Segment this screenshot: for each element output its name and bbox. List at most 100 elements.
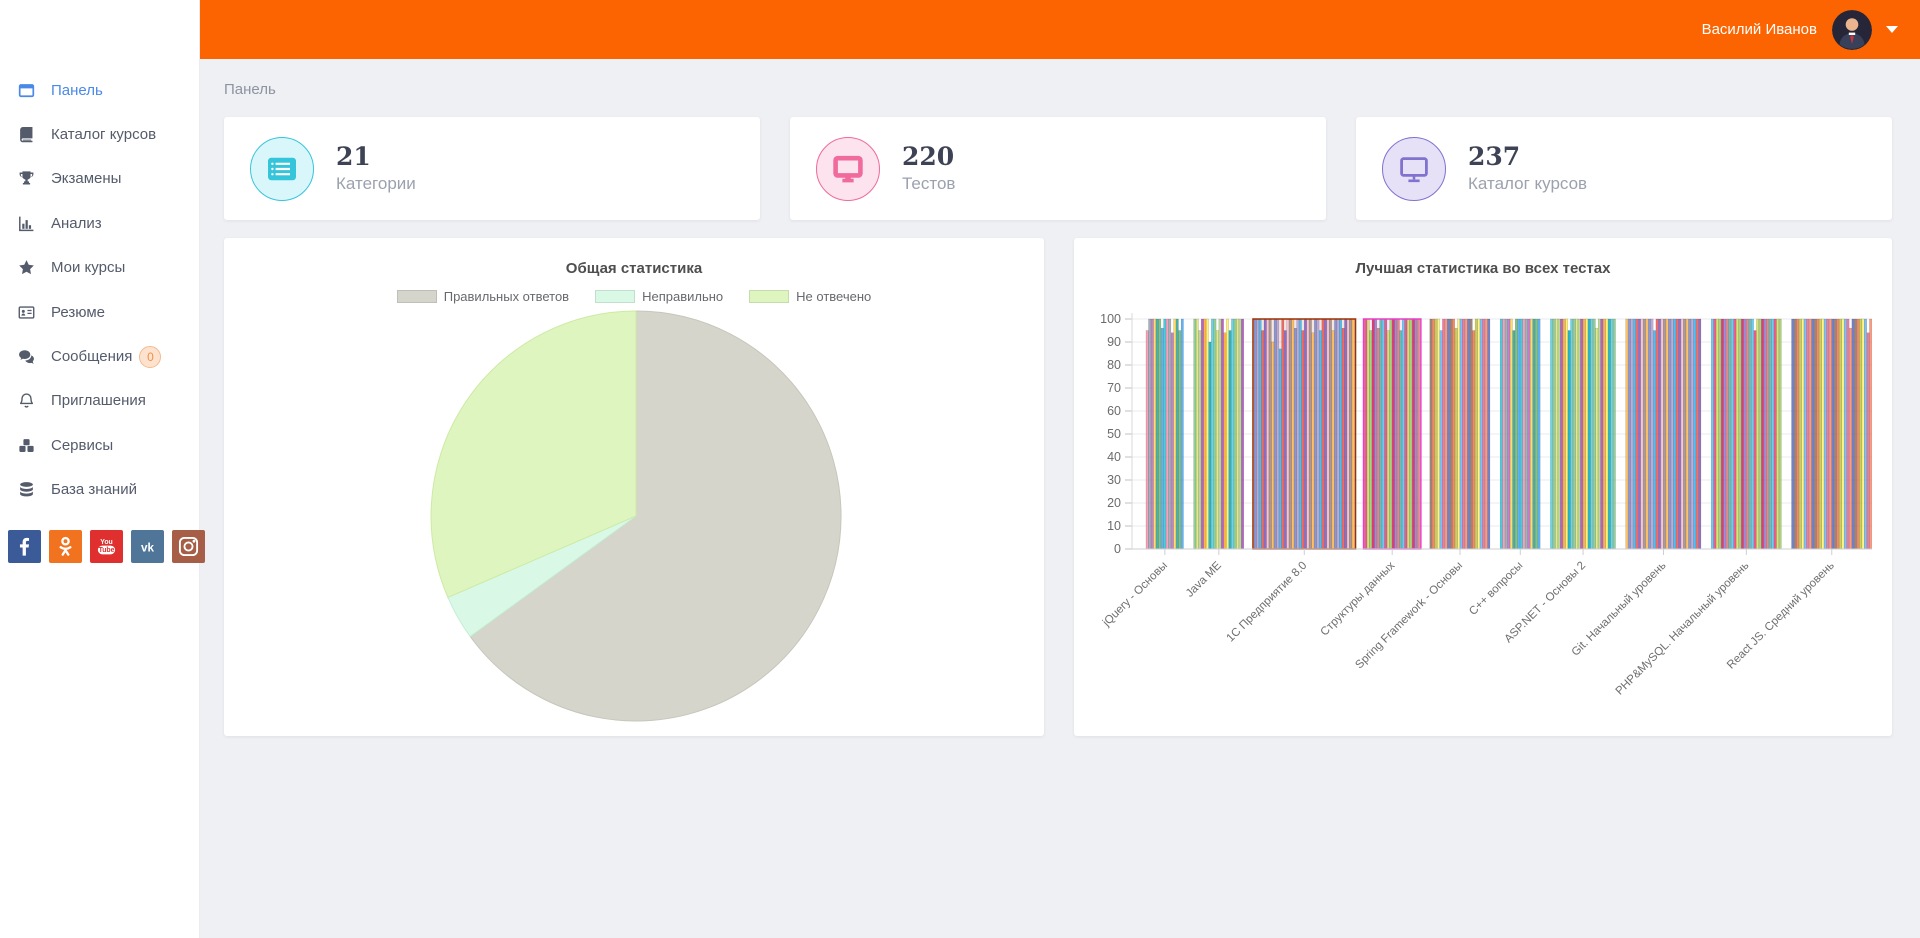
bar — [1299, 318, 1302, 550]
bar — [1364, 318, 1368, 550]
sidebar-item-invitations[interactable]: Приглашения — [0, 379, 199, 423]
bar — [1859, 318, 1862, 550]
sidebar-item-course-catalog[interactable]: Каталог курсов — [0, 112, 199, 156]
bar — [1678, 318, 1682, 550]
bar — [1374, 318, 1378, 550]
bar — [1587, 318, 1591, 550]
sidebar-item-messages[interactable]: Сообщения 0 — [0, 334, 199, 378]
bar — [1499, 318, 1503, 550]
sidebar-item-label: Приглашения — [51, 392, 146, 410]
bar — [1793, 318, 1797, 550]
bar — [1409, 318, 1413, 550]
sidebar-item-label: Панель — [51, 81, 103, 99]
bar — [1695, 318, 1699, 550]
bar — [1851, 318, 1855, 550]
bar — [1590, 318, 1594, 550]
bar — [1294, 328, 1297, 550]
bar — [1407, 318, 1410, 550]
bar — [1349, 318, 1352, 550]
sidebar-item-label: Мои курсы — [51, 259, 126, 277]
social-link-facebook[interactable] — [8, 530, 41, 563]
bar — [1645, 318, 1649, 550]
bar — [1311, 332, 1315, 550]
bar — [1452, 318, 1455, 550]
bar — [1170, 332, 1174, 550]
bar — [1331, 330, 1335, 550]
social-link-vk[interactable]: vk — [131, 530, 164, 563]
bar — [1196, 318, 1199, 550]
bar — [1477, 318, 1481, 550]
bar — [1716, 318, 1719, 550]
star-icon — [17, 259, 36, 276]
bar — [1736, 318, 1739, 550]
sidebar-item-services[interactable]: Сервисы — [0, 423, 199, 467]
bar — [1839, 318, 1842, 550]
bar — [1530, 318, 1533, 550]
user-avatar-image — [1832, 9, 1872, 50]
bar — [1291, 318, 1295, 550]
bar — [1442, 318, 1445, 550]
chevron-down-icon[interactable] — [1886, 26, 1898, 33]
sidebar-item-knowledge-base[interactable]: База знаний — [0, 468, 199, 512]
stat-info: 220 Тестов — [902, 142, 955, 194]
sidebar-item-exams[interactable]: Экзамены — [0, 157, 199, 201]
social-link-instagram[interactable] — [172, 530, 205, 563]
bar — [1389, 318, 1393, 550]
bar — [1577, 318, 1581, 550]
user-menu[interactable]: Василий Иванов — [1702, 9, 1898, 50]
bar — [1462, 318, 1465, 550]
sidebar-item-resume[interactable]: Резюме — [0, 290, 199, 334]
sidebar-item-label: Резюме — [51, 303, 105, 321]
bar — [1693, 318, 1697, 550]
social-link-youtube[interactable]: You Tube — [90, 530, 123, 563]
bar — [1565, 318, 1568, 550]
charts-row: Общая статистика Правильных ответов Непра… — [224, 238, 1892, 736]
stat-icon-circle — [250, 136, 314, 201]
bar — [1216, 330, 1219, 550]
bar — [1710, 318, 1714, 550]
sidebar: Панель Каталог курсов Экзамены Анализ Мои ку… — [0, 0, 205, 938]
bar — [1630, 318, 1634, 550]
bar — [1560, 318, 1563, 550]
bar — [1326, 318, 1330, 550]
social-link-odnoklassniki[interactable] — [49, 530, 82, 563]
sidebar-item-analysis[interactable]: Анализ — [0, 201, 199, 245]
bar — [1233, 318, 1237, 550]
bar — [1236, 318, 1239, 550]
bar — [1218, 318, 1222, 550]
stat-label: Категории — [336, 173, 416, 193]
bar — [1211, 318, 1214, 550]
y-tick-label: 20 — [1107, 496, 1121, 510]
bar — [1178, 330, 1182, 550]
bar — [1816, 318, 1820, 550]
bar — [1203, 318, 1207, 550]
bar — [1309, 318, 1312, 550]
sidebar-item-my-courses[interactable]: Мои курсы — [0, 246, 199, 290]
social-links: You Tube vk — [8, 530, 205, 563]
bar — [1283, 330, 1287, 550]
bar — [1517, 318, 1521, 550]
bar — [1713, 318, 1717, 550]
user-avatar[interactable] — [1832, 9, 1872, 50]
bar — [1753, 330, 1757, 550]
stat-card-course-catalog: 237 Каталог курсов — [1356, 117, 1892, 220]
bar — [1773, 318, 1777, 550]
bar — [1746, 318, 1749, 550]
topbar: Василий Иванов — [200, 0, 1920, 59]
bar — [1201, 318, 1204, 550]
bar — [1854, 318, 1857, 550]
messages-count-badge: 0 — [139, 345, 162, 368]
svg-text:Tube: Tube — [99, 547, 115, 554]
bar — [1266, 318, 1270, 550]
stat-label: Каталог курсов — [1468, 173, 1588, 193]
bar — [1856, 318, 1860, 550]
sidebar-item-label: Анализ — [51, 214, 102, 232]
bar — [1414, 318, 1418, 550]
bar — [1454, 328, 1458, 550]
sidebar-item-panel[interactable]: Панель — [0, 68, 199, 112]
bar — [1467, 318, 1471, 550]
monitor-icon — [833, 155, 863, 182]
bar — [1761, 318, 1764, 550]
bar — [1148, 318, 1151, 550]
bar — [1160, 328, 1164, 550]
